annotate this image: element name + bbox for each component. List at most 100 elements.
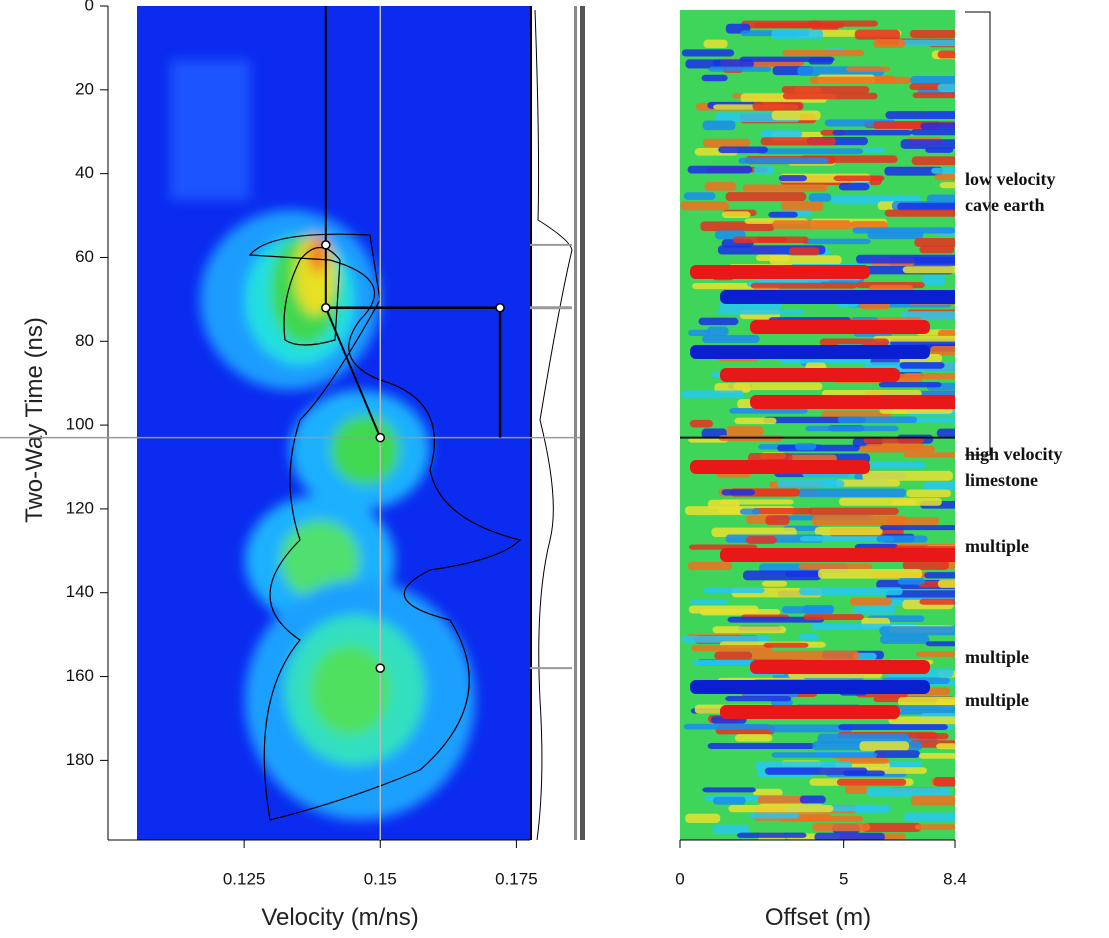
x-tick-label: 5 <box>839 869 848 888</box>
gpr-texture <box>918 752 955 759</box>
annotation: multiple <box>965 647 1029 667</box>
x-tick-label: 0.175 <box>495 869 538 888</box>
gpr-texture <box>873 39 906 48</box>
gpr-texture <box>714 651 753 660</box>
gpr-texture <box>771 110 821 121</box>
gpr-texture <box>734 417 777 425</box>
gpr-texture <box>812 515 907 526</box>
bracket <box>965 11 991 456</box>
gpr-texture <box>936 428 955 438</box>
gpr-texture <box>721 489 755 496</box>
pick-point <box>375 432 386 443</box>
pick-point <box>321 302 331 313</box>
annotation: high velocity <box>965 444 1063 464</box>
gpr-texture <box>846 66 891 72</box>
y-tick-label: 160 <box>66 666 94 685</box>
gpr-reflector <box>720 705 900 719</box>
gpr-texture <box>899 362 945 369</box>
gpr-texture <box>768 724 853 733</box>
gpr-texture <box>799 795 826 804</box>
gpr-texture <box>691 644 773 652</box>
gpr-texture <box>757 148 864 155</box>
x-tick-label: 0.125 <box>223 869 266 888</box>
gpr-texture <box>718 146 768 154</box>
gpr-texture <box>925 147 954 153</box>
gpr-texture <box>911 156 955 166</box>
gpr-texture <box>760 130 803 138</box>
gpr-texture <box>714 383 751 393</box>
gpr-texture <box>855 842 931 852</box>
gpr-texture <box>803 614 864 621</box>
gpr-texture <box>920 122 955 130</box>
gpr-texture <box>812 822 871 832</box>
gpr-texture <box>755 254 790 262</box>
gpr-texture <box>933 777 955 787</box>
gpr-texture <box>910 75 955 85</box>
gpr-texture <box>745 536 777 544</box>
gpr-texture <box>880 525 955 531</box>
gpr-texture <box>772 220 852 230</box>
annotation: limestone <box>965 470 1038 490</box>
gpr-texture <box>809 76 912 85</box>
gpr-texture <box>725 192 807 202</box>
pick-point <box>375 663 386 673</box>
gpr-texture <box>936 743 955 750</box>
gpr-texture <box>832 129 912 136</box>
gpr-texture <box>760 841 837 846</box>
gpr-texture <box>818 569 923 579</box>
gpr-texture <box>712 626 787 634</box>
gpr-texture <box>807 507 899 515</box>
gpr-texture <box>688 437 729 443</box>
gpr-texture <box>781 86 870 94</box>
gpr-texture <box>861 822 922 832</box>
gpr-texture <box>838 497 942 506</box>
gpr-texture <box>836 778 907 786</box>
gpr-texture <box>749 812 800 819</box>
gpr-texture <box>919 598 955 605</box>
gpr-texture <box>739 843 810 851</box>
gpr-texture <box>897 202 955 211</box>
y-tick-label: 40 <box>75 163 94 182</box>
gpr-texture <box>701 74 728 82</box>
gpr-texture <box>760 137 836 146</box>
gpr-texture <box>869 461 927 469</box>
gpr-reflector <box>750 395 955 409</box>
gpr-texture <box>704 182 737 191</box>
gpr-reflector <box>720 548 955 562</box>
gpr-texture <box>884 166 943 176</box>
gpr-texture <box>683 723 771 730</box>
gpr-texture <box>757 795 811 805</box>
gpr-texture <box>884 209 955 217</box>
x-tick-label: 0.15 <box>364 869 397 888</box>
gpr-texture <box>685 59 754 69</box>
gpr-texture <box>838 758 890 764</box>
gpr-texture <box>794 443 817 451</box>
gpr-texture <box>926 194 955 203</box>
gpr-texture <box>687 165 753 174</box>
x-axis-label: Offset (m) <box>765 904 871 931</box>
gpr-texture <box>761 580 788 587</box>
annotation: cave earth <box>965 195 1044 215</box>
gpr-texture <box>902 560 949 570</box>
gpr-texture <box>712 796 746 805</box>
gpr-texture <box>782 49 865 57</box>
gpr-texture <box>707 742 815 749</box>
gpr-texture <box>880 634 930 644</box>
gpr-texture <box>862 470 953 481</box>
gpr-texture <box>771 29 823 39</box>
gpr-texture <box>688 329 711 336</box>
gpr-texture <box>707 326 729 336</box>
gpr-texture <box>727 616 825 623</box>
x-tick-label: 0 <box>675 869 684 888</box>
gpr-texture <box>778 815 864 822</box>
gpr-texture <box>702 787 756 793</box>
gpr-texture <box>876 535 928 543</box>
gpr-texture <box>690 599 728 605</box>
gpr-texture <box>708 66 772 72</box>
gpr-image <box>680 10 955 852</box>
gpr-texture <box>915 651 955 657</box>
gpr-texture <box>855 254 955 264</box>
x-tick-label: 8.4 <box>943 869 967 888</box>
gpr-texture <box>900 139 955 149</box>
